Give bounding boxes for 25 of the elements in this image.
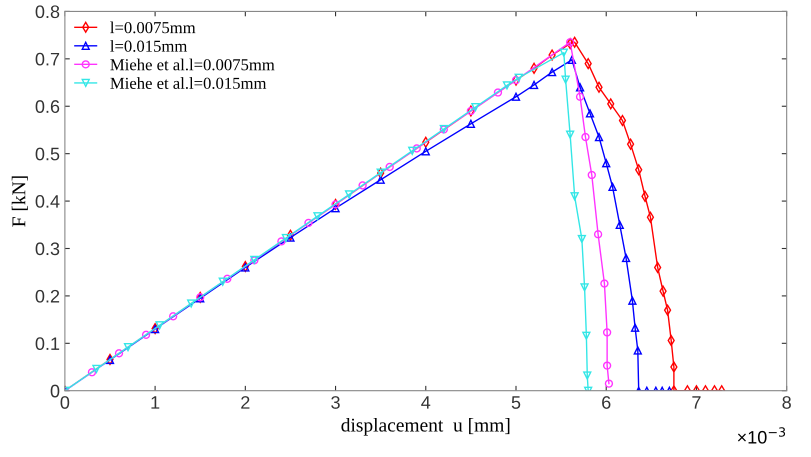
- y-tick-label: 0.5: [36, 148, 60, 160]
- legend-label: l=0.0075mm: [110, 22, 196, 34]
- x-tick-label: 8: [782, 396, 791, 409]
- x-tick-label: 1: [151, 396, 160, 409]
- x-tick-label: 3: [331, 396, 340, 409]
- x-tick-label: 4: [421, 396, 430, 409]
- legend-label: Miehe et al.l=0.015mm: [110, 77, 266, 89]
- y-tick-label: 0.1: [36, 337, 60, 350]
- y-tick-label: 0.4: [36, 195, 60, 208]
- y-tick-label: 0.6: [36, 100, 60, 113]
- y-tick-label: 0.7: [36, 52, 60, 66]
- x-tick-label: 7: [692, 396, 701, 409]
- y-tick-label: 0: [50, 384, 60, 398]
- y-tick-label: 0.3: [36, 242, 60, 256]
- y-axis-title: F [kN]: [12, 176, 28, 227]
- y-tick-label: 0.8: [36, 5, 60, 18]
- legend-label: l=0.015mm: [110, 40, 188, 52]
- y-tick-label: 0.2: [36, 290, 60, 303]
- x-tick-label: 5: [512, 396, 520, 409]
- x-tick-label: 6: [602, 396, 610, 409]
- x-axis-title: displacement u [mm]: [341, 418, 510, 436]
- legend-label: Miehe et al.l=0.0075mm: [110, 58, 275, 70]
- text: ×10$^{−3}$: [738, 427, 786, 444]
- x-tick-label: 0: [60, 396, 70, 409]
- x-tick-label: 2: [241, 396, 250, 409]
